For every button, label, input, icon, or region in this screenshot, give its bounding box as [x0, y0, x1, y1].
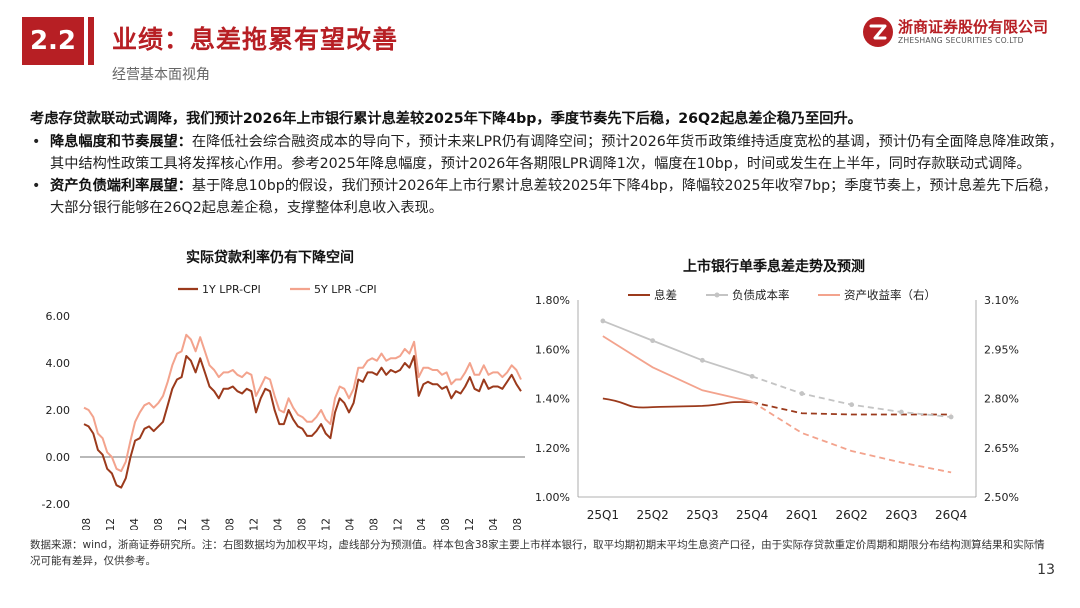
y-right-tick-label: 3.10%: [984, 294, 1019, 307]
y-left-tick-label: 1.40%: [535, 393, 570, 406]
series-line-1: [83, 355, 522, 489]
series-point: [749, 373, 755, 379]
legend-label: 资产收益率（右）: [844, 288, 936, 302]
x-tick-label: 2021-12: [249, 518, 261, 530]
y-tick-label: 6.00: [46, 310, 71, 323]
right-line-chart: 1.80% 1.60% 1.40% 1.20% 1.00% 3.10% 2.95% 2.80%…: [535, 288, 1019, 522]
legend-label: 1Y LPR-CPI: [202, 283, 261, 296]
logo-chinese-name: 浙商证券股份有限公司: [898, 18, 1049, 36]
lead-statement: 考虑存贷款联动式调降，我们预计2026年上市银行累计息差较2025年下降4bp，…: [30, 111, 862, 127]
x-tick-label: 26Q3: [885, 508, 917, 522]
section-number: 2.2: [22, 17, 84, 65]
x-tick-label: 2025-08: [512, 518, 524, 530]
bullet-heading: 资产负债端利率展望：: [50, 178, 192, 194]
left-chart-title: 实际贷款利率仍有下降空间: [186, 250, 354, 266]
x-tick-label: 26Q2: [835, 508, 867, 522]
y-left-tick-label: 1.00%: [535, 491, 570, 504]
page-subtitle: 经营基本面视角: [112, 67, 210, 83]
y-right-tick-label: 2.65%: [984, 442, 1019, 455]
y-left-tick-label: 1.60%: [535, 343, 570, 356]
series-point: [849, 402, 855, 408]
x-tick-label: 2022-12: [320, 518, 332, 530]
x-tick-label: 2021-08: [225, 518, 237, 530]
x-tick-label: 25Q1: [587, 508, 619, 522]
x-tick-label: 25Q3: [686, 508, 718, 522]
x-tick-label: 26Q1: [786, 508, 818, 522]
y-tick-label: 0.00: [46, 451, 71, 464]
bullet-item: • 降息幅度和节奏展望：在降低社会综合融资成本的导向下，预计未来LPR仍有调降空间…: [30, 131, 1070, 175]
x-tick-label: 2022-08: [297, 518, 309, 530]
x-tick-label: 2025-04: [488, 518, 500, 530]
y-right-tick-label: 2.95%: [984, 343, 1019, 356]
x-tick-label: 2024-12: [464, 518, 476, 530]
x-tick-label: 25Q4: [736, 508, 768, 522]
company-logo: 浙商证券股份有限公司 ZHESHANG SECURITIES CO.LTD: [862, 16, 1052, 50]
series-forecast-3: [751, 401, 952, 474]
x-tick-label: 2020-12: [177, 518, 189, 530]
y-right-tick-label: 2.50%: [984, 491, 1019, 504]
series-point: [948, 414, 954, 420]
series-point: [898, 409, 904, 415]
series-forecast-2: [751, 375, 952, 418]
series-forecast-1: [751, 401, 952, 416]
series-line-2: [83, 333, 522, 473]
bullet-heading: 降息幅度和节奏展望：: [50, 134, 192, 150]
section-divider: [88, 17, 94, 65]
logo-mark-icon: [863, 17, 893, 47]
bullet-list: • 降息幅度和节奏展望：在降低社会综合融资成本的导向下，预计未来LPR仍有调降空间…: [30, 131, 1070, 219]
series-point: [650, 338, 656, 344]
x-tick-label: 2019-08: [81, 518, 93, 530]
legend-label: 负债成本率: [732, 288, 790, 302]
y-left-tick-label: 1.80%: [535, 294, 570, 307]
page-number: 13: [1037, 562, 1055, 578]
y-tick-label: 2.00: [46, 404, 71, 417]
x-tick-label: 2023-04: [344, 518, 356, 530]
legend-label: 5Y LPR -CPI: [314, 283, 377, 296]
left-line-chart: 1Y LPR-CPI 5Y LPR -CPI 6.00 4.00 2.00 0.00 -2.…: [42, 283, 525, 530]
series-actual-2: [602, 320, 753, 378]
x-tick-label: 2019-12: [105, 518, 117, 530]
x-tick-label: 2024-08: [440, 518, 452, 530]
x-tick-label: 2023-08: [368, 518, 380, 530]
y-tick-label: 4.00: [46, 357, 71, 370]
series-actual-1: [602, 397, 753, 409]
bullet-dot-icon: •: [32, 178, 41, 194]
x-tick-label: 25Q2: [636, 508, 668, 522]
series-point: [799, 391, 805, 396]
legend-marker: [714, 292, 720, 298]
bullet-text: 基于降息10bp的假设，我们预计2026年上市行累计息差较2025年下降4bp，…: [50, 178, 1058, 216]
x-tick-label: 2020-04: [129, 518, 141, 530]
y-right-tick-label: 2.80%: [984, 393, 1019, 406]
bullet-item: • 资产负债端利率展望：基于降息10bp的假设，我们预计2026年上市行累计息差较…: [30, 175, 1070, 219]
right-chart-title: 上市银行单季息差走势及预测: [683, 259, 865, 275]
series-point: [699, 357, 705, 363]
x-tick-label: 2023-12: [392, 518, 404, 530]
x-tick-label: 2020-08: [153, 518, 165, 530]
source-note: 数据来源：wind，浙商证券研究所。注：右图数据均为加权平均，虚线部分为预测值。…: [30, 539, 1045, 567]
x-tick-label: 26Q4: [935, 508, 967, 522]
series-point: [600, 318, 606, 324]
bullet-text: 在降低社会综合融资成本的导向下，预计未来LPR仍有调降空间；预计2026年货币政…: [50, 134, 1064, 172]
legend-label: 息差: [654, 288, 677, 302]
series-actual-3: [602, 335, 753, 403]
x-tick-label: 2021-04: [201, 518, 213, 530]
x-tick-label: 2022-04: [273, 518, 285, 530]
bullet-dot-icon: •: [32, 134, 41, 150]
page-title: 业绩：息差拖累有望改善: [112, 25, 399, 54]
logo-english-name: ZHESHANG SECURITIES CO.LTD: [898, 36, 1024, 45]
x-tick-label: 2024-04: [416, 518, 428, 530]
y-tick-label: -2.00: [42, 498, 70, 511]
y-left-tick-label: 1.20%: [535, 442, 570, 455]
